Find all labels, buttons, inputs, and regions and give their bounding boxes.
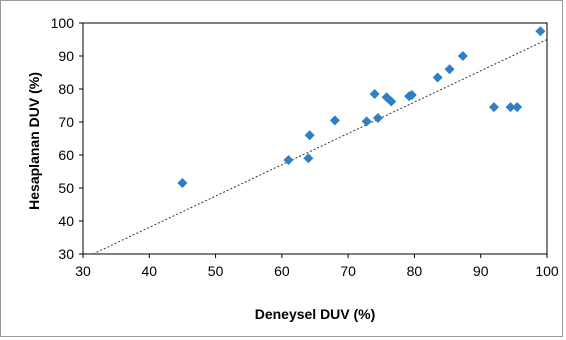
y-tick-label: 90: [58, 48, 74, 64]
y-tick-label: 80: [58, 81, 74, 97]
data-point: [512, 102, 523, 113]
data-point: [283, 154, 294, 165]
y-axis-title: Hesaplanan DUV (%): [26, 72, 42, 210]
x-axis-ticks: 30 40 50 60 70 80 90 100: [75, 254, 559, 279]
y-tick-label: 100: [51, 15, 75, 31]
data-point: [303, 153, 314, 164]
data-point: [369, 88, 380, 99]
x-tick-label: 30: [75, 263, 91, 279]
x-axis-title: Deneysel DUV (%): [255, 306, 376, 322]
trendline: [92, 39, 548, 255]
x-tick-label: 50: [208, 263, 224, 279]
data-point: [535, 26, 546, 37]
data-point: [488, 102, 499, 113]
data-point: [505, 102, 516, 113]
y-tick-label: 30: [58, 246, 74, 262]
data-point: [304, 130, 315, 141]
y-tick-label: 50: [58, 180, 74, 196]
data-point: [406, 89, 417, 100]
x-tick-label: 40: [141, 263, 157, 279]
y-tick-label: 40: [58, 213, 74, 229]
x-tick-label: 90: [473, 263, 489, 279]
y-axis-ticks: 30 40 50 60 70 80 90 100: [51, 15, 83, 262]
data-points: [177, 26, 546, 189]
data-point: [444, 64, 455, 75]
y-tick-label: 70: [58, 114, 74, 130]
x-tick-label: 100: [535, 263, 559, 279]
data-point: [372, 113, 383, 124]
x-tick-label: 70: [340, 263, 356, 279]
data-point: [361, 116, 372, 127]
data-point: [457, 51, 468, 61]
data-point: [432, 72, 443, 83]
x-tick-label: 80: [407, 263, 423, 279]
plot-area: [82, 22, 548, 255]
data-point: [386, 96, 397, 107]
y-tick-label: 60: [58, 147, 74, 163]
x-tick-label: 60: [274, 263, 290, 279]
data-point: [329, 115, 340, 126]
data-point: [177, 178, 188, 189]
